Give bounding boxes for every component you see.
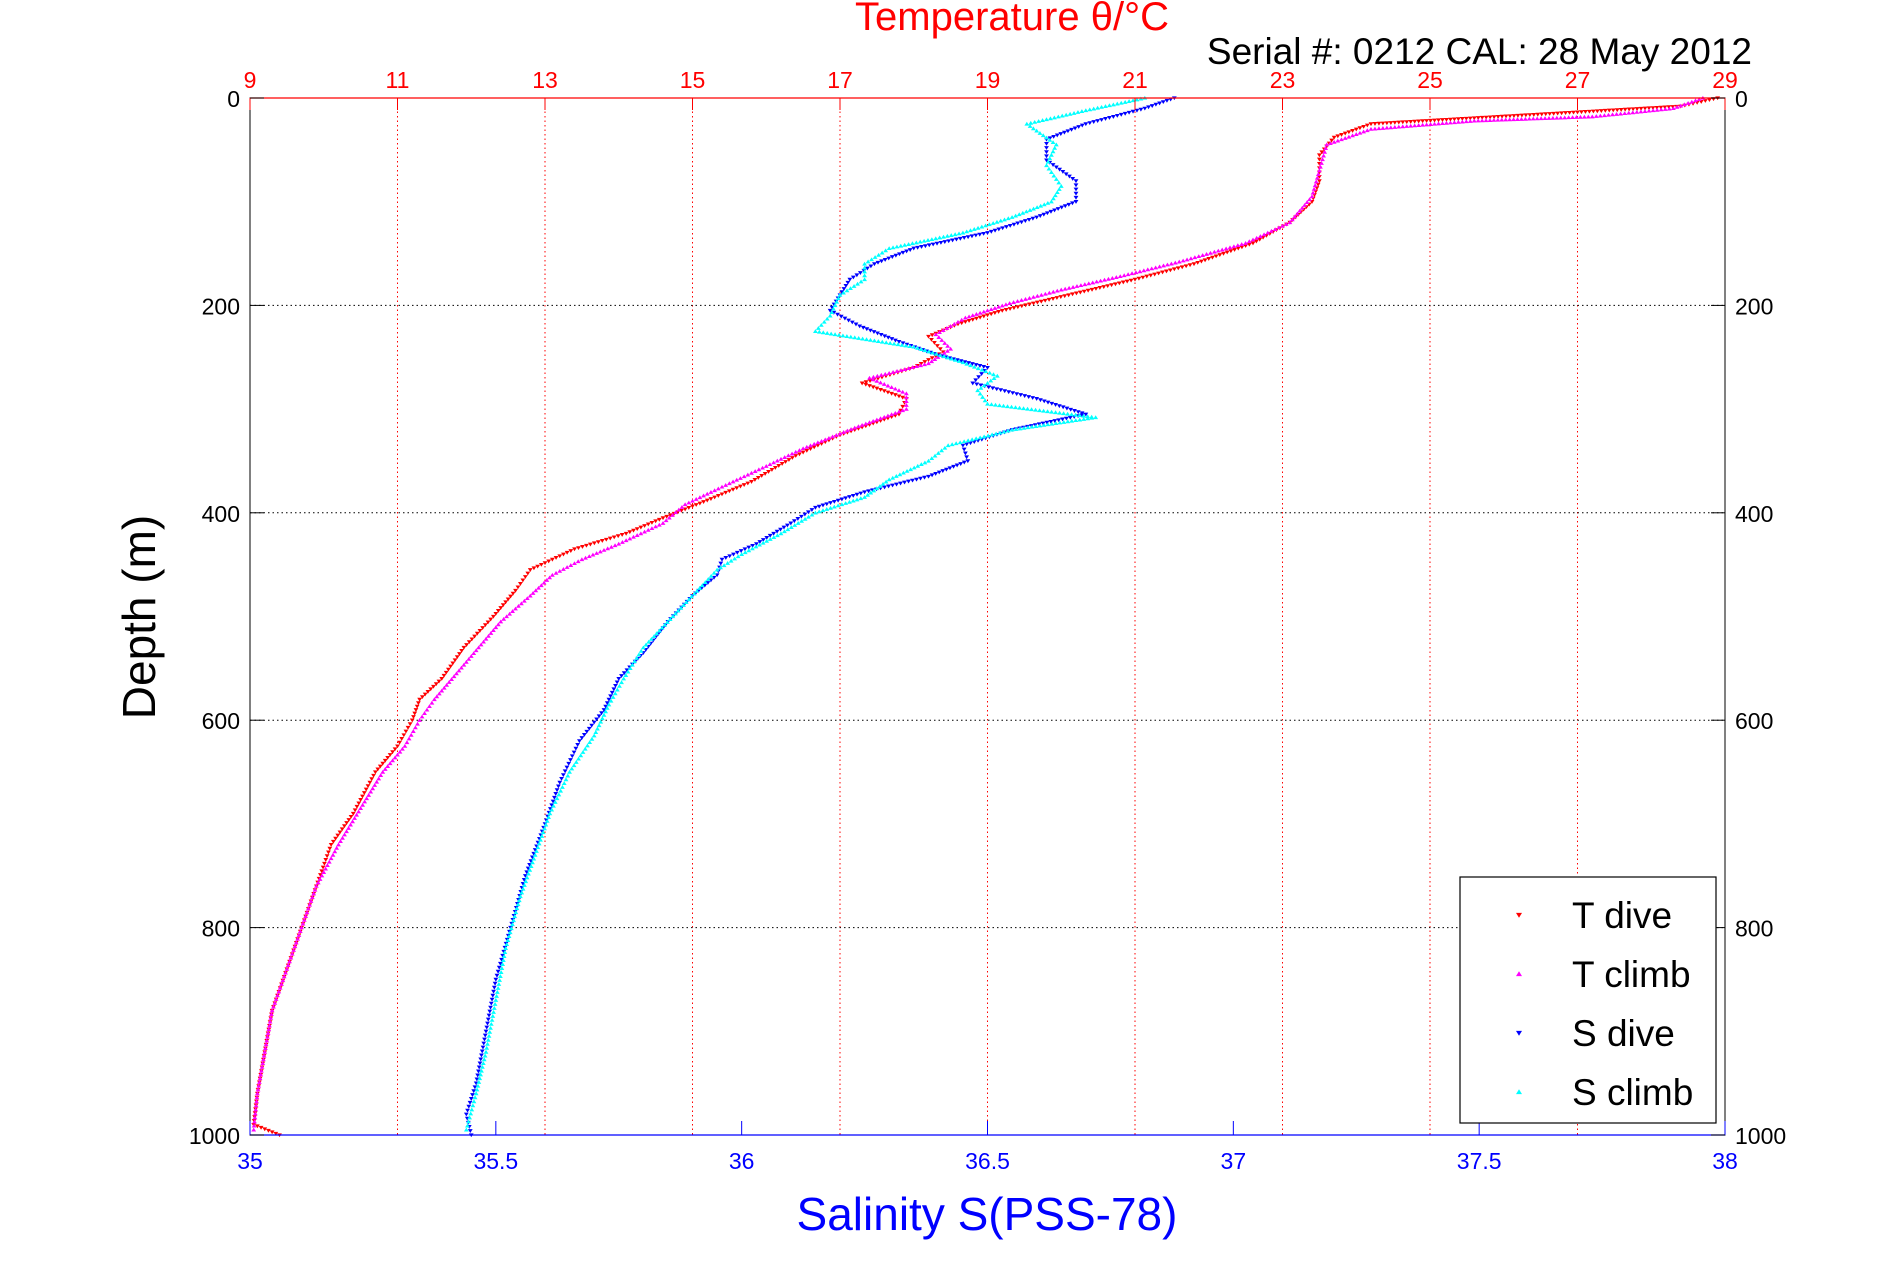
temperature-tick-label: 15 bbox=[680, 67, 706, 93]
depth-tick-label-right: 600 bbox=[1735, 708, 1773, 734]
chart-subtitle: Serial #: 0212 CAL: 28 May 2012 bbox=[1207, 31, 1752, 72]
depth-tick-label-left: 600 bbox=[202, 708, 240, 734]
y-axis-label: Depth (m) bbox=[113, 515, 165, 719]
legend-marker bbox=[1516, 912, 1522, 918]
depth-tick-label-right: 200 bbox=[1735, 293, 1773, 319]
depth-tick-label-right: 800 bbox=[1735, 916, 1773, 942]
legend-label: S dive bbox=[1572, 1013, 1675, 1054]
salinity-tick-label: 35 bbox=[237, 1148, 263, 1174]
legend: T dive T climb S dive S climb bbox=[1459, 876, 1717, 1124]
depth-tick-label-left: 0 bbox=[227, 86, 240, 112]
temperature-tick-label: 29 bbox=[1712, 67, 1738, 93]
salinity-tick-label: 38 bbox=[1712, 1148, 1738, 1174]
salinity-tick-label: 36 bbox=[729, 1148, 755, 1174]
temperature-tick-label: 13 bbox=[532, 67, 558, 93]
depth-tick-label-left: 800 bbox=[202, 916, 240, 942]
temperature-tick-label: 25 bbox=[1417, 67, 1443, 93]
depth-tick-label-right: 0 bbox=[1735, 86, 1748, 112]
legend-label: T dive bbox=[1572, 895, 1672, 936]
axes: 9 11 13 15 17 19 21 23 25 27 29 35 35.5 36 36.5 37 37.5 3… bbox=[189, 67, 1786, 1174]
temperature-tick-label: 23 bbox=[1270, 67, 1296, 93]
depth-tick-label-left: 200 bbox=[202, 293, 240, 319]
salinity-tick-label: 37 bbox=[1221, 1148, 1247, 1174]
chart-title: Temperature θ/°C bbox=[855, 0, 1169, 39]
legend-label: S climb bbox=[1572, 1072, 1693, 1113]
x-axis-label: Salinity S(PSS-78) bbox=[797, 1188, 1178, 1240]
legend-items: T dive T climb S dive S climb bbox=[1516, 895, 1693, 1113]
legend-marker bbox=[1516, 971, 1522, 977]
salinity-tick-label: 36.5 bbox=[965, 1148, 1010, 1174]
temperature-tick-label: 17 bbox=[827, 67, 853, 93]
temperature-tick-label: 27 bbox=[1565, 67, 1591, 93]
legend-marker bbox=[1516, 1030, 1522, 1036]
temperature-tick-label: 21 bbox=[1122, 67, 1148, 93]
depth-tick-label-left: 1000 bbox=[189, 1123, 240, 1149]
temperature-tick-label: 19 bbox=[975, 67, 1001, 93]
temperature-tick-label: 11 bbox=[386, 67, 410, 93]
temperature-tick-label: 9 bbox=[244, 67, 257, 93]
depth-tick-label-right: 400 bbox=[1735, 501, 1773, 527]
salinity-tick-label: 35.5 bbox=[473, 1148, 518, 1174]
legend-label: T climb bbox=[1572, 954, 1691, 995]
depth-tick-label-left: 400 bbox=[202, 501, 240, 527]
legend-box bbox=[1459, 876, 1717, 1124]
salinity-tick-label: 37.5 bbox=[1457, 1148, 1502, 1174]
legend-marker bbox=[1516, 1089, 1522, 1095]
depth-tick-label-right: 1000 bbox=[1735, 1123, 1786, 1149]
